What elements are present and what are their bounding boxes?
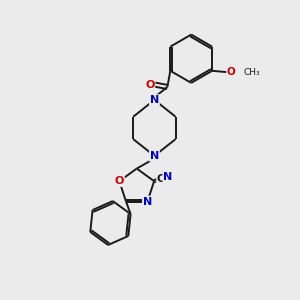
Text: CH₃: CH₃ bbox=[244, 68, 260, 77]
Text: O: O bbox=[115, 176, 124, 186]
Text: O: O bbox=[227, 67, 236, 77]
Text: O: O bbox=[145, 80, 154, 90]
Text: C: C bbox=[157, 174, 165, 184]
Text: N: N bbox=[143, 196, 152, 207]
Text: N: N bbox=[150, 151, 159, 161]
Text: N: N bbox=[150, 95, 159, 105]
Text: N: N bbox=[163, 172, 172, 182]
